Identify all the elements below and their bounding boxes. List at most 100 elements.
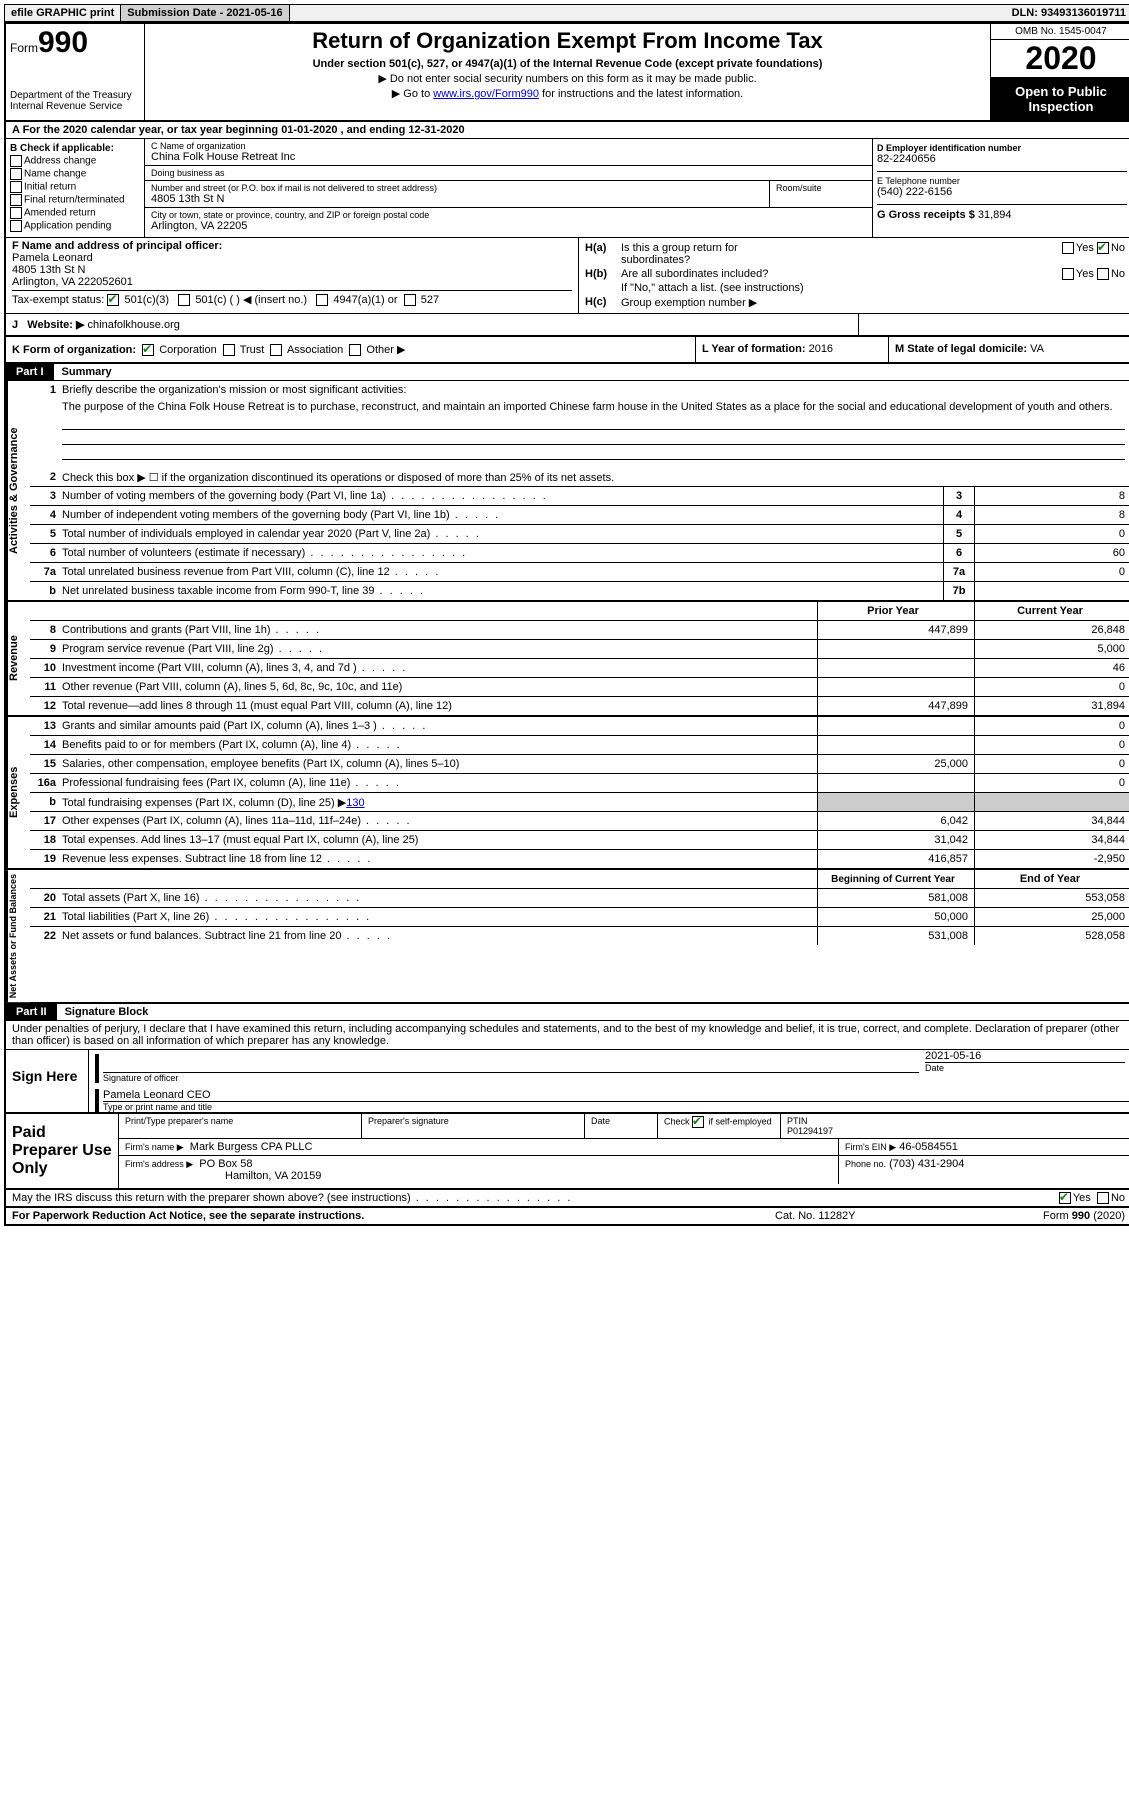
- cb-other[interactable]: [349, 344, 361, 356]
- e-val: (540) 222-6156: [877, 186, 1127, 198]
- blank-line: [62, 445, 1125, 460]
- l16b: Total fundraising expenses (Part IX, col…: [62, 794, 817, 811]
- d-lbl: D Employer identification number: [877, 143, 1021, 153]
- sig-date-lbl: Date: [925, 1062, 1125, 1073]
- addr-val: 4805 13th St N: [151, 193, 763, 205]
- cb-self-employed[interactable]: [692, 1116, 704, 1128]
- submission-date-btn[interactable]: Submission Date - 2021-05-16: [121, 5, 289, 21]
- p11: [817, 678, 974, 696]
- form-word: Form: [10, 41, 38, 55]
- side-expenses: Expenses: [6, 717, 30, 868]
- cb-final-return[interactable]: Final return/terminated: [10, 194, 140, 206]
- sig-name: Pamela Leonard CEO: [103, 1089, 1129, 1101]
- cb-assoc[interactable]: [270, 344, 282, 356]
- sig-officer-lbl: Signature of officer: [103, 1072, 919, 1083]
- c12: 31,894: [974, 697, 1129, 715]
- hb-no[interactable]: [1097, 268, 1109, 280]
- f-name: Pamela Leonard: [12, 252, 572, 264]
- k-block: K Form of organization: Corporation Trus…: [6, 337, 695, 362]
- v6: 60: [974, 544, 1129, 562]
- p19: 416,857: [817, 850, 974, 868]
- ha-no[interactable]: [1097, 242, 1109, 254]
- cb-name-change[interactable]: Name change: [10, 168, 140, 180]
- cb-address-change[interactable]: Address change: [10, 155, 140, 167]
- c15: 0: [974, 755, 1129, 773]
- form-header: Form990 Department of the Treasury Inter…: [6, 24, 1129, 122]
- org-name-row: C Name of organization China Folk House …: [145, 139, 872, 166]
- form-title: Return of Organization Exempt From Incom…: [149, 28, 986, 54]
- irs-link[interactable]: www.irs.gov/Form990: [433, 88, 539, 100]
- v3: 8: [974, 487, 1129, 505]
- cb-4947[interactable]: [316, 294, 328, 306]
- c20: 553,058: [974, 889, 1129, 907]
- prep-h4: Check if self-employed: [658, 1114, 781, 1138]
- c19: -2,950: [974, 850, 1129, 868]
- form-number: 990: [38, 26, 88, 59]
- side-netassets: Net Assets or Fund Balances: [6, 870, 30, 1002]
- prep-title: Paid Preparer Use Only: [6, 1114, 118, 1188]
- block-expenses: Expenses 13Grants and similar amounts pa…: [6, 717, 1129, 870]
- city-val: Arlington, VA 22205: [151, 220, 866, 232]
- v7a: 0: [974, 563, 1129, 581]
- c18: 34,844: [974, 831, 1129, 849]
- c22: 528,058: [974, 927, 1129, 945]
- l4: Number of independent voting members of …: [62, 507, 943, 523]
- org-name-lbl: C Name of organization: [151, 141, 866, 151]
- note-link: ▶ Go to www.irs.gov/Form990 for instruct…: [149, 87, 986, 100]
- hdr-prior: Prior Year: [817, 602, 974, 620]
- p21: 50,000: [817, 908, 974, 926]
- part2-num: Part II: [6, 1004, 57, 1020]
- c17: 34,844: [974, 812, 1129, 830]
- p14: [817, 736, 974, 754]
- v7b: [974, 582, 1129, 600]
- side-activities: Activities & Governance: [6, 381, 30, 600]
- hc-lbl: Group exemption number ▶: [621, 296, 1125, 309]
- l10: Investment income (Part VIII, column (A)…: [62, 660, 817, 676]
- l21: Total liabilities (Part X, line 26): [62, 909, 817, 925]
- cb-pending[interactable]: Application pending: [10, 220, 140, 232]
- cb-501c3[interactable]: [107, 294, 119, 306]
- sig-name-lbl: Type or print name and title: [103, 1101, 1129, 1112]
- dept-treasury: Department of the Treasury: [10, 90, 140, 101]
- part2-title: Signature Block: [57, 1004, 157, 1020]
- p20: 581,008: [817, 889, 974, 907]
- v5: 0: [974, 525, 1129, 543]
- row-fh: F Name and address of principal officer:…: [6, 238, 1129, 314]
- l7b: Net unrelated business taxable income fr…: [62, 583, 943, 599]
- p9: [817, 640, 974, 658]
- discuss-no[interactable]: [1097, 1192, 1109, 1204]
- cb-527[interactable]: [404, 294, 416, 306]
- c14: 0: [974, 736, 1129, 754]
- l-block: L Year of formation: 2016: [695, 337, 888, 362]
- hdr-beg: Beginning of Current Year: [817, 870, 974, 888]
- open-inspection: Open to PublicInspection: [991, 78, 1129, 120]
- dept-irs: Internal Revenue Service: [10, 101, 140, 112]
- footer: For Paperwork Reduction Act Notice, see …: [6, 1208, 1129, 1224]
- cb-501c[interactable]: [178, 294, 190, 306]
- tax-year: 2020: [991, 40, 1129, 78]
- cb-initial-return[interactable]: Initial return: [10, 181, 140, 193]
- h-block: H(a) Is this a group return forsubordina…: [579, 238, 1129, 313]
- c13: 0: [974, 717, 1129, 735]
- hdr-curr: Current Year: [974, 602, 1129, 620]
- hb-note: If "No," attach a list. (see instruction…: [585, 282, 1125, 294]
- p18: 31,042: [817, 831, 974, 849]
- prep-h1: Print/Type preparer's name: [119, 1114, 362, 1138]
- block-revenue: Revenue Prior YearCurrent Year 8Contribu…: [6, 602, 1129, 717]
- j-txt: Website: ▶: [27, 319, 84, 331]
- hb-yes[interactable]: [1062, 268, 1074, 280]
- cb-corp[interactable]: [142, 344, 154, 356]
- p22: 531,008: [817, 927, 974, 945]
- ha-yes[interactable]: [1062, 242, 1074, 254]
- cb-amended[interactable]: Amended return: [10, 207, 140, 219]
- header-left: Form990 Department of the Treasury Inter…: [6, 24, 145, 120]
- firm-row: Firm's name ▶ Mark Burgess CPA PLLC: [119, 1139, 839, 1155]
- f-addr1: 4805 13th St N: [12, 264, 572, 276]
- footer-mid: Cat. No. 11282Y: [775, 1210, 975, 1222]
- l9: Program service revenue (Part VIII, line…: [62, 641, 817, 657]
- discuss-row: May the IRS discuss this return with the…: [6, 1190, 1129, 1208]
- c9: 5,000: [974, 640, 1129, 658]
- discuss-yes[interactable]: [1059, 1192, 1071, 1204]
- p13: [817, 717, 974, 735]
- cb-trust[interactable]: [223, 344, 235, 356]
